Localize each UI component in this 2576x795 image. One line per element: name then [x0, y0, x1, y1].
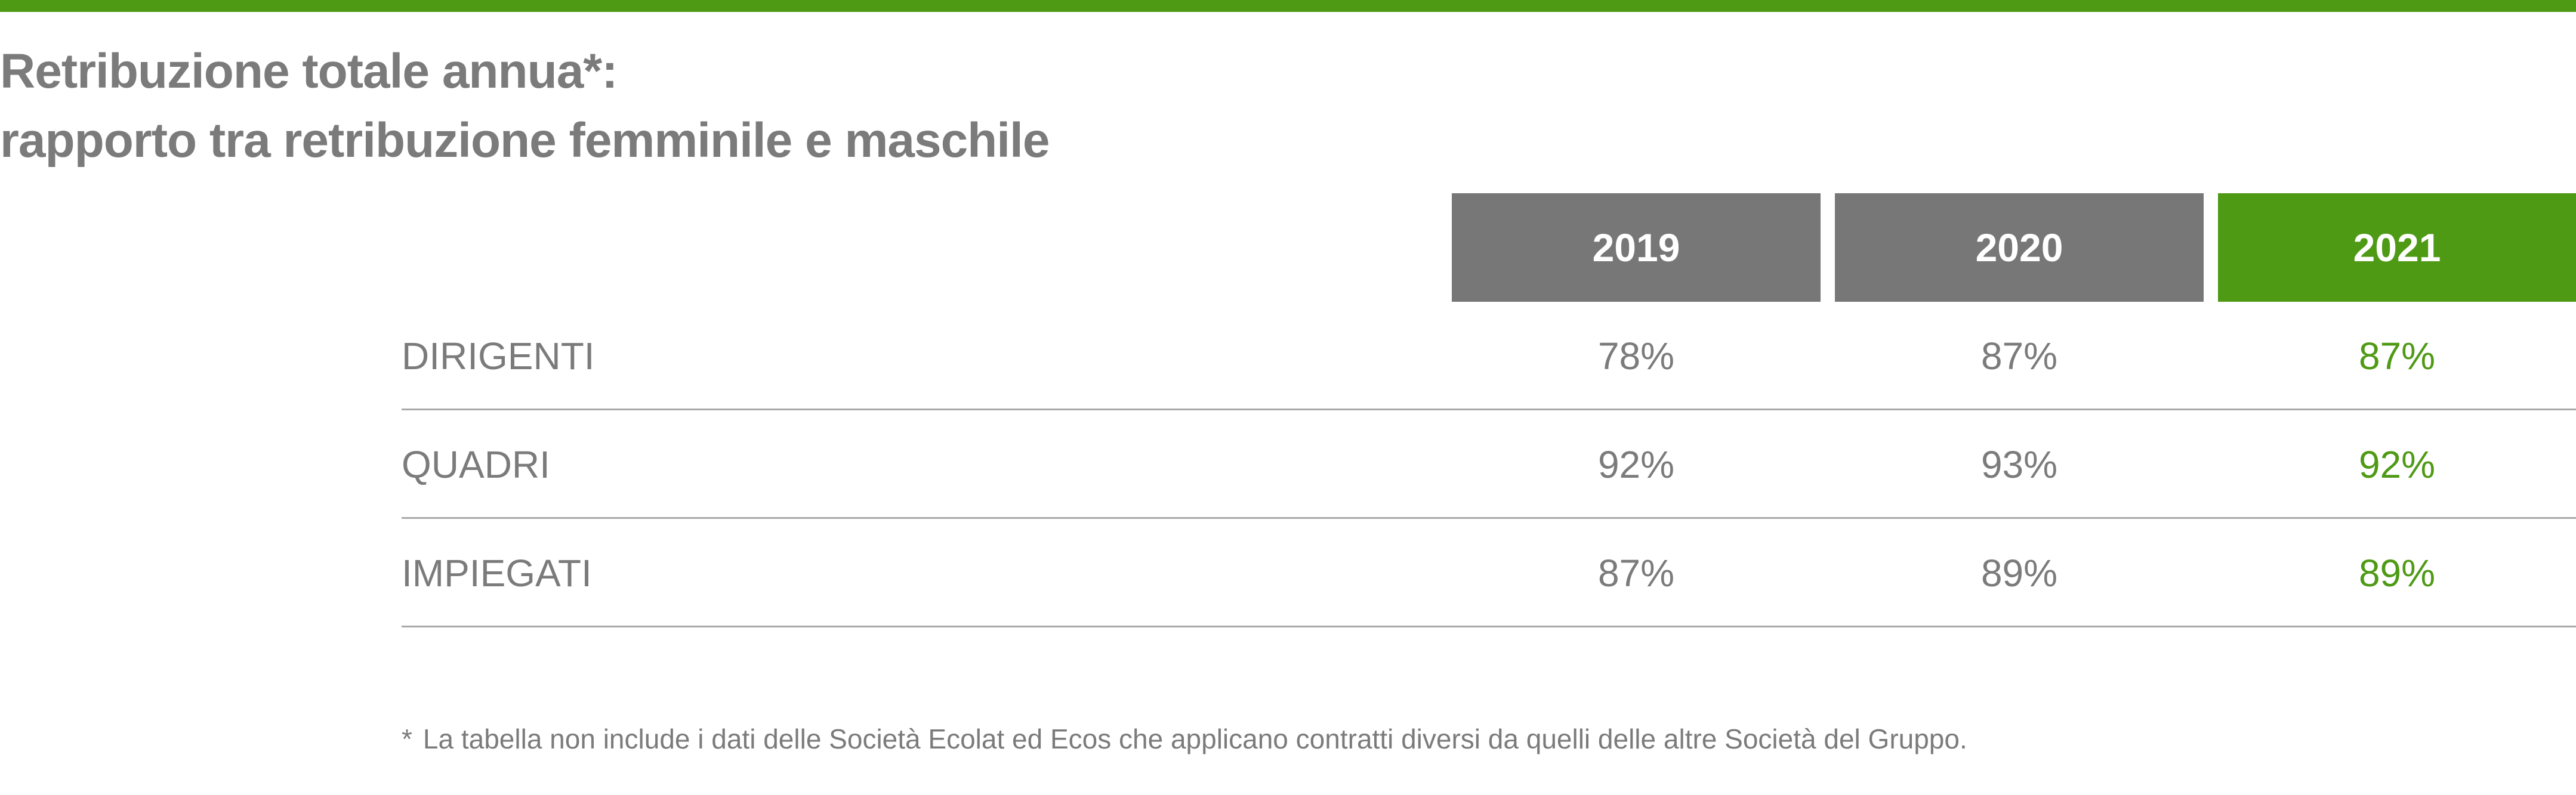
table-cell-2021: 87%	[2358, 335, 2436, 378]
table-cell-2020: 87%	[1980, 335, 2058, 378]
row-label: QUADRI	[402, 443, 550, 486]
title-line-2: rapporto tra retribuzione femminile e ma…	[0, 113, 1050, 168]
table-cell-2020: 93%	[1980, 443, 2058, 486]
top-accent-bar	[0, 0, 2576, 12]
footnote-marker: *	[402, 723, 412, 754]
footnote: * La tabella non include i dati delle Soc…	[402, 723, 1967, 755]
table-row-dirigenti: DIRIGENTI 78% 87% 87%	[402, 302, 2576, 410]
column-header-2020: 2020	[1835, 193, 2204, 302]
row-label: IMPIEGATI	[402, 552, 592, 595]
table-cell-2021: 92%	[2358, 443, 2436, 486]
title-line-1: Retribuzione totale annua*:	[0, 44, 618, 98]
page-title: Retribuzione totale annua*: rapporto tra…	[0, 37, 1050, 175]
table-cell-2019: 78%	[1597, 335, 1675, 378]
column-header-2019: 2019	[1452, 193, 1821, 302]
table-cell-2019: 92%	[1597, 443, 1675, 486]
table-cell-2019: 87%	[1597, 552, 1675, 595]
footnote-text: La tabella non include i dati delle Soci…	[422, 723, 1967, 754]
table-cell-2021: 89%	[2358, 552, 2436, 595]
column-header-2021: 2021	[2218, 193, 2576, 302]
table-row-quadri: QUADRI 92% 93% 92%	[402, 410, 2576, 519]
table-cell-2020: 89%	[1980, 552, 2058, 595]
row-label: DIRIGENTI	[402, 335, 595, 378]
table-row-impiegati: IMPIEGATI 87% 89% 89%	[402, 519, 2576, 627]
